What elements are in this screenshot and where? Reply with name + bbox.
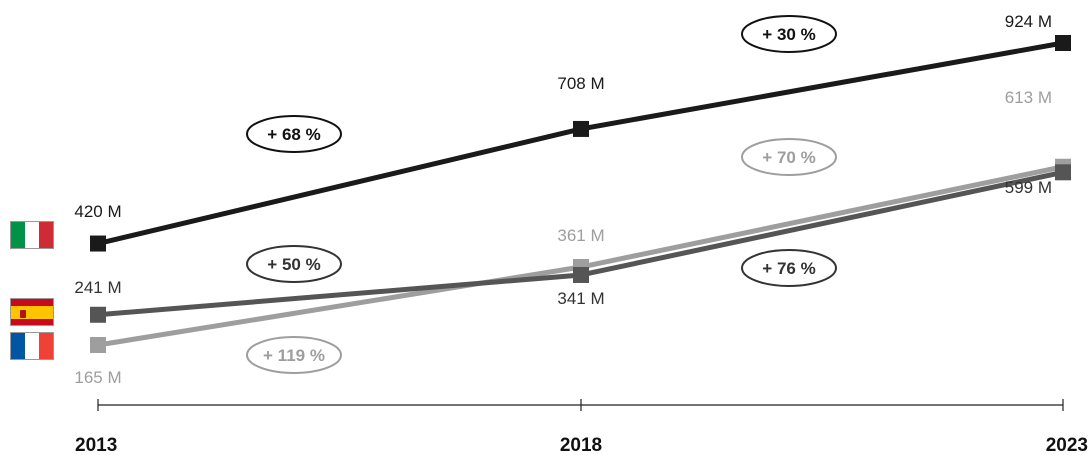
spain-value-label-2023: 599 M: [1005, 178, 1052, 197]
italy-growth-badge: [741, 15, 837, 53]
spain-point-2023: [1055, 164, 1071, 181]
italy-flag-icon: [10, 221, 54, 249]
italy-value-label-2023: 924 M: [1005, 12, 1052, 31]
france-value-label-2013: 165 M: [74, 368, 121, 387]
spain-growth-badge: [246, 245, 342, 283]
france-value-label-2018: 361 M: [557, 226, 604, 245]
italy-growth-label: + 68 %: [267, 125, 320, 144]
france-series-line: [97, 164, 1064, 348]
spain-growth-label: + 50 %: [267, 255, 320, 274]
france-growth-label: + 119 %: [263, 346, 325, 365]
spain-point-2018: [573, 266, 589, 283]
italy-point-2013: [90, 235, 106, 252]
italy-value-label-2013: 420 M: [74, 202, 121, 221]
spain-point-2013: [90, 306, 106, 323]
spain-value-label-2013: 241 M: [74, 278, 121, 297]
france-growth-badge: [741, 138, 837, 176]
france-flag-icon: [10, 332, 54, 360]
france-growth-badge: [246, 336, 342, 374]
spain-growth-label: + 76 %: [762, 259, 815, 278]
italy-growth-badge: [246, 115, 342, 153]
france-point-2013: [90, 337, 106, 353]
spain-flag-icon: [10, 298, 54, 326]
italy-point-2023: [1055, 35, 1071, 51]
spain-growth-badge: [741, 249, 837, 287]
x-tick-label-2018: 2018: [560, 435, 602, 455]
italy-value-label-2018: 708 M: [557, 74, 604, 93]
spain-value-label-2018: 341 M: [557, 289, 604, 308]
x-tick-label-2023: 2023: [1046, 435, 1088, 455]
france-growth-label: + 70 %: [762, 148, 815, 167]
france-value-label-2023: 613 M: [1005, 88, 1052, 107]
x-tick-label-2013: 2013: [75, 435, 117, 455]
italy-point-2018: [573, 120, 589, 137]
italy-growth-label: + 30 %: [762, 25, 815, 44]
